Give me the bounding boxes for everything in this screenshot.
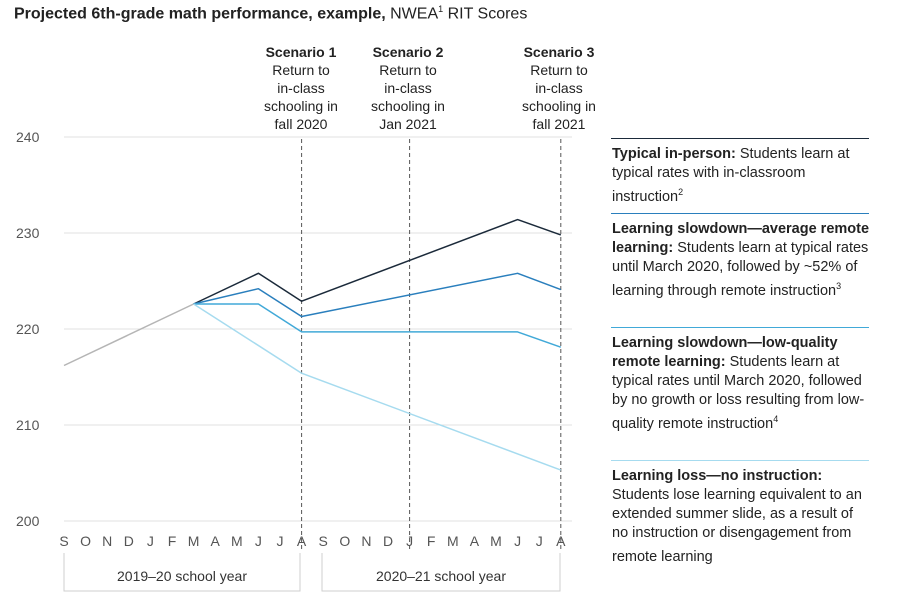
series-line	[193, 303, 562, 348]
series-lines	[63, 218, 562, 471]
x-tick-label: M	[447, 533, 459, 549]
scenario-3-line: Return to	[530, 62, 588, 78]
legend-body: Students learn at typical rates until Ma…	[612, 354, 864, 432]
x-tick-label: A	[211, 533, 221, 549]
period-label-2019-20: 2019–20 school year	[117, 568, 247, 584]
legend-body: Students lose learning equivalent to an …	[612, 487, 862, 565]
chart-title: Projected 6th-grade math performance, ex…	[14, 4, 527, 23]
legend-body-text: Students learn at typical rates with in-…	[612, 146, 850, 205]
x-tick-label: N	[361, 533, 371, 549]
y-tick-label: 200	[16, 513, 40, 529]
x-tick-label: J	[406, 533, 413, 549]
x-tick-label: S	[59, 533, 68, 549]
period-bracket	[321, 553, 561, 592]
scenario-2-name: Scenario 2	[372, 44, 444, 60]
scenario-3-label: Scenario 3 Return to in-class schooling …	[504, 43, 614, 133]
legend-item-low-quality-remote: Learning slowdown—low-quality remote lea…	[611, 327, 870, 434]
legend-rule	[611, 327, 869, 328]
title-normal: NWEA	[390, 5, 439, 23]
y-tick-label: 230	[16, 225, 40, 241]
scenario-2-line: schooling in	[371, 98, 445, 114]
x-tick-label: F	[168, 533, 177, 549]
x-tick-label: M	[490, 533, 502, 549]
series-line	[193, 303, 562, 471]
scenario-3-line: in-class	[535, 80, 583, 96]
title-footnote: 1	[438, 4, 444, 14]
legend-rule	[611, 213, 869, 214]
scenario-3-line: schooling in	[522, 98, 596, 114]
legend-rule	[611, 460, 869, 461]
period-label-2020-21: 2020–21 school year	[376, 568, 506, 584]
title-normal-2: RIT Scores	[447, 5, 528, 23]
title-bold: Projected 6th-grade math performance, ex…	[14, 5, 386, 23]
series-line	[193, 272, 562, 318]
legend-item-learning-loss: Learning loss—no instruction: Students l…	[611, 460, 870, 567]
scenario-2-line: Return to	[379, 62, 437, 78]
series-line	[193, 218, 562, 305]
legend-body: Students learn at typical rates until Ma…	[612, 240, 868, 299]
period-bracket	[63, 553, 301, 592]
x-tick-label: O	[80, 533, 91, 549]
y-axis-ticks: 200 210 220 230 240	[16, 129, 40, 529]
scenario-2-label: Scenario 2 Return to in-class schooling …	[353, 43, 463, 133]
legend-body-text: Students learn at typical rates until Ma…	[612, 354, 865, 432]
legend-footnote: 3	[836, 281, 842, 291]
x-tick-label: J	[255, 533, 262, 549]
x-tick-label: J	[514, 533, 521, 549]
legend-item-average-remote: Learning slowdown—average remote learnin…	[611, 213, 870, 301]
x-tick-label: M	[231, 533, 243, 549]
scenario-1-name: Scenario 1	[265, 44, 337, 60]
x-tick-label: J	[277, 533, 284, 549]
x-tick-label: S	[319, 533, 328, 549]
x-tick-label: N	[102, 533, 112, 549]
legend-title: Typical in-person:	[612, 146, 736, 162]
scenario-2-line: in-class	[384, 80, 432, 96]
legend-item-typical: Typical in-person: Students learn at typ…	[611, 138, 870, 207]
x-tick-label: D	[124, 533, 134, 549]
x-tick-label: M	[188, 533, 200, 549]
legend-title: Learning slowdown—average remote learnin…	[612, 221, 870, 256]
scenario-1-line: in-class	[277, 80, 325, 96]
scenario-markers	[301, 139, 562, 551]
period-brackets	[63, 553, 561, 592]
x-tick-label: A	[556, 533, 566, 549]
scenario-2-line: Jan 2021	[379, 116, 437, 132]
scenario-1-line: Return to	[272, 62, 330, 78]
x-tick-label: O	[339, 533, 350, 549]
x-tick-label: A	[470, 533, 480, 549]
y-tick-label: 240	[16, 129, 40, 145]
scenario-1-line: fall 2020	[274, 116, 328, 132]
scenario-1-label: Scenario 1 Return to in-class schooling …	[246, 43, 356, 133]
legend-body: Students learn at typical rates with in-…	[612, 146, 849, 205]
x-tick-label: D	[383, 533, 393, 549]
series-line	[63, 303, 194, 367]
legend-title: Learning slowdown—low-quality remote lea…	[612, 335, 838, 370]
legend-footnote: 2	[678, 187, 684, 197]
y-tick-label: 220	[16, 321, 40, 337]
scenario-3-name: Scenario 3	[523, 44, 595, 60]
scenario-3-line: fall 2021	[532, 116, 586, 132]
legend-body-text: Students lose learning equivalent to an …	[612, 487, 862, 565]
x-tick-label: J	[147, 533, 154, 549]
legend-body-text: Students learn at typical rates until Ma…	[612, 240, 869, 299]
x-tick-label: F	[427, 533, 436, 549]
legend-footnote: 4	[773, 414, 779, 424]
x-tick-label: A	[297, 533, 307, 549]
y-tick-label: 210	[16, 417, 40, 433]
legend-rule	[611, 138, 869, 139]
scenario-1-line: schooling in	[264, 98, 338, 114]
legend-title: Learning loss—no instruction:	[612, 468, 823, 484]
x-tick-label: J	[536, 533, 543, 549]
gridlines	[64, 136, 572, 522]
